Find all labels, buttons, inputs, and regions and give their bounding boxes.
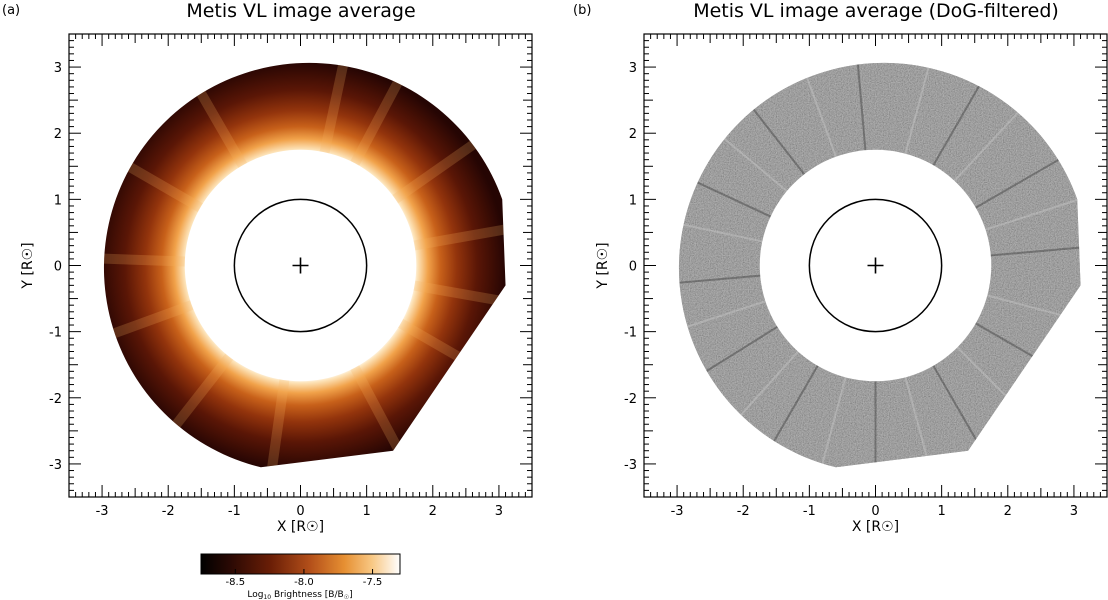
panel-a-label: (a): [2, 3, 20, 18]
x-tick-labels-a: -3 -2 -1 0 1 2 3: [96, 504, 503, 519]
streamer-ray: [854, 62, 867, 152]
colorbar-tick-label: -8.5: [226, 577, 246, 588]
x-tick-label: -2: [737, 504, 750, 519]
streamer-ray: [974, 152, 1072, 209]
y-tick-label: 1: [629, 193, 637, 208]
y-tick-label: -1: [624, 326, 637, 341]
y-tick-label: -2: [49, 392, 62, 407]
y-tick-label: 1: [54, 193, 62, 208]
streamer-ray: [349, 62, 412, 169]
x-tick-label: -1: [228, 504, 241, 519]
coronal-image-a: [103, 62, 506, 468]
streamer-ray: [678, 217, 764, 243]
streamer-ray: [390, 131, 490, 205]
axis-ticks-a: [68, 33, 533, 498]
x-axis-label-a: X [R☉]: [277, 519, 324, 535]
colorbar-title: Log10 Brightness [B/B☉]: [247, 590, 352, 600]
panel-a-title: Metis VL image average: [186, 0, 415, 22]
y-tick-label: 2: [629, 127, 637, 142]
axis-ticks-b: [643, 33, 1108, 498]
panel-b-label: (b): [573, 3, 591, 18]
streamer-ray: [984, 195, 1081, 231]
y-axis-label-a: Y [R☉]: [20, 242, 36, 289]
sun-center-marker-a: [292, 257, 309, 274]
colorbar-ticks: -8.5 -8.0 -7.5: [226, 569, 383, 588]
x-tick-label: 3: [1070, 504, 1078, 519]
solar-limb-circle-a: [233, 198, 368, 333]
x-tick-label: -1: [803, 504, 816, 519]
y-tick-label: -1: [49, 326, 62, 341]
y-tick-label: -3: [624, 458, 637, 473]
y-tick-label: -3: [49, 458, 62, 473]
y-tick-label: 0: [629, 260, 637, 275]
y-tick-label: 2: [54, 127, 62, 142]
colorbar: -8.5 -8.0 -7.5 Log10 Brightness [B/B☉]: [200, 553, 401, 600]
streamer-ray: [264, 375, 290, 468]
y-tick-label: 3: [54, 61, 62, 76]
y-axis-label-b: Y [R☉]: [595, 242, 611, 289]
panel-b: (b) Metis VL image average (DoG-filtered…: [573, 0, 1108, 535]
x-tick-labels-b: -3 -2 -1 0 1 2 3: [671, 504, 1078, 519]
x-tick-label: -2: [162, 504, 175, 519]
x-tick-label: 2: [1004, 504, 1012, 519]
x-tick-label: 1: [938, 504, 946, 519]
streamer-ray: [932, 69, 989, 167]
colorbar-tick-label: -8.0: [294, 577, 314, 588]
colorbar-gradient: [200, 553, 401, 575]
streamer-ray: [953, 100, 1030, 182]
streamer-ray: [103, 252, 190, 267]
x-tick-label: -3: [96, 504, 109, 519]
streamer-ray: [678, 274, 762, 287]
coronal-image-b: [678, 62, 1081, 468]
y-tick-labels-b: -3 -2 -1 0 1 2 3: [624, 61, 637, 473]
x-tick-label: 1: [363, 504, 371, 519]
x-axis-label-b: X [R☉]: [852, 519, 899, 535]
colorbar-tick-label: -7.5: [363, 577, 383, 588]
x-tick-label: 2: [429, 504, 437, 519]
x-tick-label: 0: [296, 504, 304, 519]
x-tick-label: 3: [495, 504, 503, 519]
y-tick-label: 3: [629, 61, 637, 76]
x-tick-label: 0: [871, 504, 879, 519]
y-tick-label: 0: [54, 260, 62, 275]
streamer-ray: [989, 244, 1081, 257]
solar-limb-circle-b: [808, 198, 943, 333]
panel-a: (a) Metis VL image average -3 -2 -1 0 1 2 3 -3…: [2, 0, 533, 535]
streamer-ray: [678, 300, 767, 336]
panel-b-title: Metis VL image average (DoG-filtered): [693, 0, 1059, 22]
sun-center-marker-b: [867, 257, 884, 274]
y-tick-label: -2: [624, 392, 637, 407]
y-tick-labels-a: -3 -2 -1 0 1 2 3: [49, 61, 62, 473]
x-tick-label: -3: [671, 504, 684, 519]
